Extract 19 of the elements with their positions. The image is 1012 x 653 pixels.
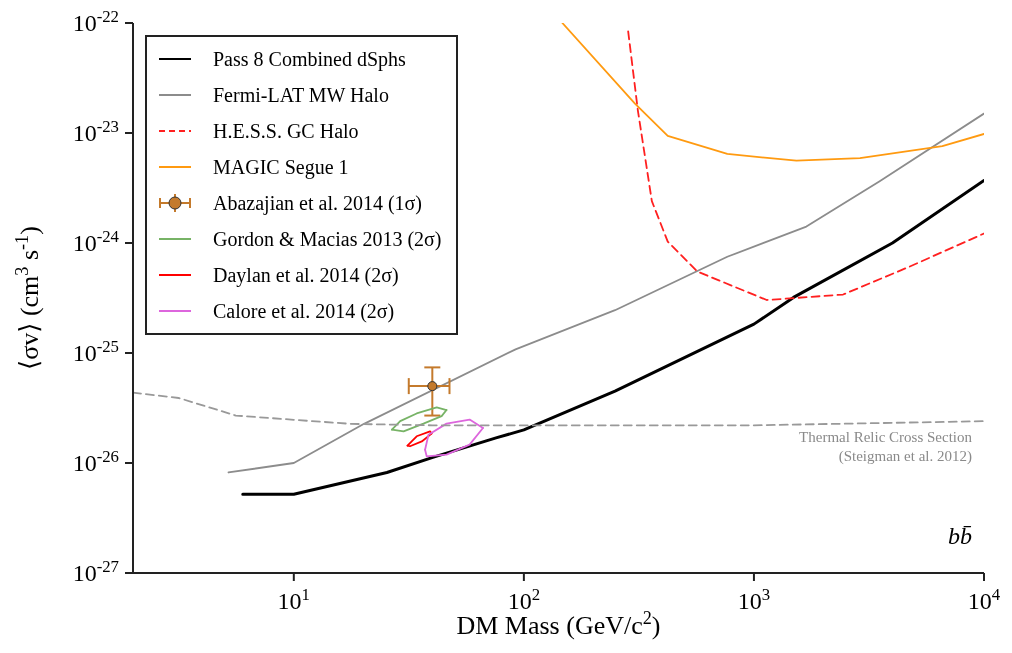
x-tick-label: 10$^{4}$ [967, 584, 1001, 614]
legend-label: MAGIC Segue 1 [213, 155, 349, 179]
annotation: bb̄ [948, 523, 972, 550]
x-tick-label: 10$^{1}$ [277, 584, 310, 614]
y-tick-label: 10$^{-22}$ [72, 6, 119, 36]
legend-label: Abazajian et al. 2014 (1σ) [213, 191, 423, 215]
y-tick-label: 10$^{-24}$ [72, 226, 120, 256]
legend-label: Gordon & Macias 2013 (2σ) [213, 227, 442, 251]
x-tick-label: 10$^{3}$ [737, 584, 771, 614]
legend-label: Calore et al. 2014 (2σ) [213, 299, 395, 323]
legend-label: Pass 8 Combined dSphs [213, 47, 406, 71]
y-tick-label: 10$^{-26}$ [72, 446, 119, 476]
y-tick-label: 10$^{-23}$ [72, 116, 119, 146]
legend-label: Fermi-LAT MW Halo [213, 83, 389, 107]
y-tick-label: 10$^{-25}$ [72, 336, 119, 366]
y-tick-label: 10$^{-27}$ [72, 556, 119, 586]
annotation: Thermal Relic Cross Section (Steigman et al. 2012) [799, 428, 972, 466]
legend-label: Daylan et al. 2014 (2σ) [213, 263, 399, 287]
legend-label: H.E.S.S. GC Halo [213, 119, 359, 143]
